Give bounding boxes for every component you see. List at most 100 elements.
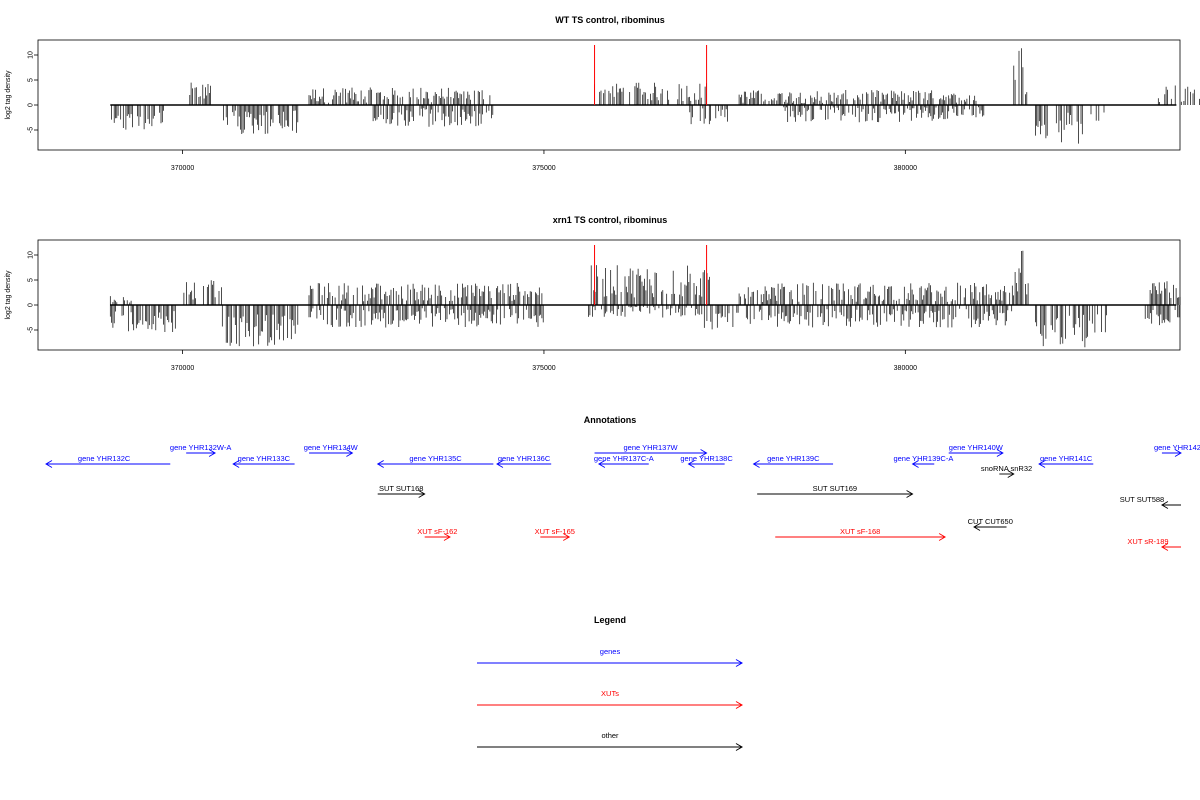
arrow-head [45,460,53,468]
xut-arrow [540,533,571,541]
gene-label: gene YHR142W [1154,443,1200,452]
gene-label: gene YHR137W [624,443,679,452]
wt-y-axis-label: log2 tag density [5,70,12,120]
gene-arrow [597,460,649,468]
other-label: snoRNA snR32 [981,464,1032,473]
arrow-head [208,449,216,457]
x-tick-label: 370000 [171,165,194,172]
gene-label: gene YHR137C-A [594,454,654,463]
wt-panel: WT TS control, ribominus log2 tag densit… [5,15,1200,172]
gene-label: gene YHR132C [78,454,131,463]
gene-label: gene YHR139C-A [893,454,953,463]
wt-panel-title: WT TS control, ribominus [555,15,665,25]
gene-label: gene YHR138C [680,454,733,463]
x-tick-label: 375000 [532,165,555,172]
xrn1-panel-title: xrn1 TS control, ribominus [553,215,668,225]
xut-arrow [424,533,451,541]
xut-label: XUT sF-162 [417,527,457,536]
arrow-head [687,460,695,468]
xut-label: XUT sF-165 [535,527,575,536]
arrow-head [1007,470,1015,478]
arrow-head [973,523,981,531]
gene-arrow [1038,460,1094,468]
wt-bars-group [110,45,1200,144]
other-arrow [999,470,1015,478]
xut-arrow [775,533,946,541]
arrow-head [346,449,354,457]
legend-label: other [601,731,619,740]
gene-label: gene YHR140W [949,443,1004,452]
legend-label: XUTs [601,689,619,698]
annotations-title: Annotations [584,415,637,425]
y-tick-label: 10 [28,51,35,59]
y-tick-label: 5 [28,278,35,282]
xrn1-y-axis-label: log2 tag density [5,270,12,320]
arrow-head [1038,460,1046,468]
x-tick-label: 380000 [894,165,917,172]
arrow-head [906,490,914,498]
xrn1-ticks-group: 10 5 0 -5 370000 375000 380000 [28,251,918,372]
arrow-head [443,533,451,541]
arrow-head [1174,449,1182,457]
other-arrow [377,490,426,498]
arrow-head [1161,543,1169,551]
arrow-head [376,460,384,468]
xut-label: XUT sF-168 [840,527,880,536]
gene-arrow [309,449,354,457]
other-label: SUT SUT588 [1120,495,1164,504]
other-label: CUT CUT650 [968,517,1013,526]
signal-bars [109,250,1181,348]
xut-label: XUT sR-189 [1127,537,1168,546]
gene-arrow [911,460,935,468]
legend-arrow-head [735,743,743,751]
arrow-head [1161,501,1169,509]
arrow-head [597,460,606,468]
gene-arrow [45,460,171,468]
annotations-group: gene YHR132C gene YHR132W-A gene YHR133C ge… [45,443,1200,551]
gene-label: gene YHR141C [1040,454,1093,463]
arrow-head [496,460,504,468]
legend-title: Legend [594,615,626,625]
legend-arrow-head [735,701,743,709]
gene-arrow [594,449,708,457]
arrow-head [563,533,571,541]
legend-arrow-head [735,659,743,667]
gene-arrow [752,460,834,468]
y-tick-label: -5 [28,327,35,333]
y-tick-label: 10 [28,251,35,259]
gene-label: gene YHR134W [304,443,359,452]
other-arrow [1161,501,1181,509]
arrow-head [911,460,919,468]
other-label: SUT SUT168 [379,484,423,493]
wt-ticks-group: 10 5 0 -5 370000 375000 380000 [28,51,918,172]
gene-label: gene YHR135C [409,454,462,463]
gene-arrow [1161,449,1182,457]
gene-arrow [376,460,494,468]
gene-label: gene YHR136C [498,454,551,463]
other-arrow [757,490,914,498]
gene-arrow [687,460,725,468]
gene-arrow [948,449,1004,457]
y-tick-label: 0 [28,103,35,107]
other-label: SUT SUT169 [813,484,857,493]
y-tick-label: 0 [28,303,35,307]
legend-group: genes XUTs other [477,647,743,751]
arrow-head [232,460,240,468]
signal-bars [111,48,1200,144]
other-arrow [973,523,1007,531]
x-tick-label: 380000 [894,365,917,372]
gene-label: gene YHR139C [767,454,820,463]
gene-arrow [186,449,216,457]
arrow-head [418,490,426,498]
arrow-head [752,460,760,468]
xut-arrow [1161,543,1181,551]
y-tick-label: 5 [28,78,35,82]
xrn1-panel: xrn1 TS control, ribominus log2 tag dens… [5,215,1181,372]
x-tick-label: 375000 [532,365,555,372]
gene-arrow [232,460,295,468]
gene-label: gene YHR133C [238,454,291,463]
gene-arrow [496,460,552,468]
arrow-head [700,449,708,457]
xrn1-bars-group [109,245,1181,348]
